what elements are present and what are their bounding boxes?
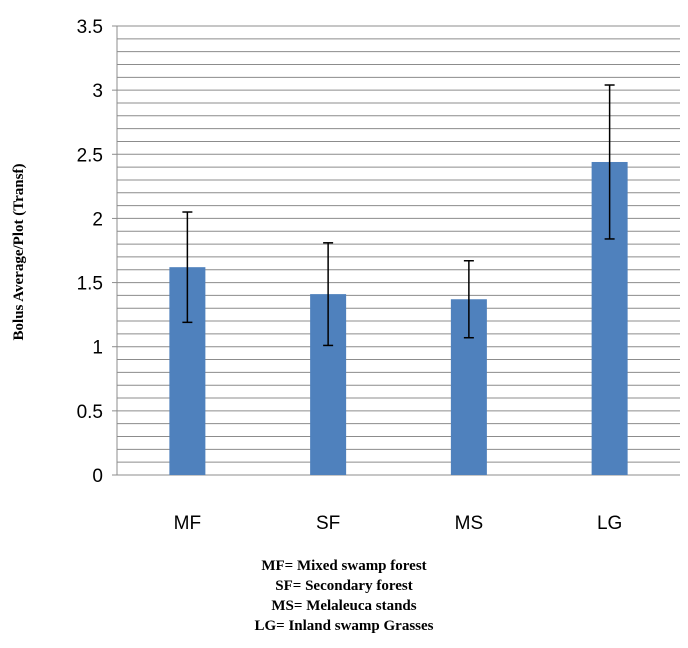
y-tick-label: 3.5	[77, 17, 103, 38]
y-axis-label: Bolus Average/Plot (Transf)	[11, 164, 27, 341]
x-tick-label: MS	[455, 513, 484, 534]
y-tick-label: 0	[92, 466, 103, 487]
y-tick-label: 0.5	[77, 402, 103, 423]
legend-note-mf: MF= Mixed swamp forest	[261, 558, 427, 574]
y-tick-label: 3	[92, 81, 103, 102]
gridlines	[117, 25, 680, 463]
x-tick-label: LG	[597, 513, 622, 534]
y-tick-label: 1.5	[77, 274, 103, 295]
legend-note-lg: LG= Inland swamp Grasses	[254, 618, 434, 634]
legend-note-sf: SF= Secondary forest	[275, 578, 413, 594]
x-tick-label: SF	[316, 513, 340, 534]
x-tick-label: MF	[174, 513, 201, 534]
abbreviation-legend: MF= Mixed swamp forest SF= Secondary for…	[0, 556, 688, 636]
legend-note-ms: MS= Melaleuca stands	[271, 598, 417, 614]
y-tick-labels: 0 0.5 1 1.5 2 2.5 3 3.5	[77, 17, 103, 487]
y-tick-label: 1	[92, 338, 103, 359]
error-bars	[182, 84, 615, 347]
y-tick-label: 2.5	[77, 145, 103, 166]
y-tick-label: 2	[92, 209, 103, 230]
x-tick-labels: MF SF MS LG	[174, 513, 623, 534]
axes	[112, 25, 680, 476]
bars	[169, 161, 628, 476]
